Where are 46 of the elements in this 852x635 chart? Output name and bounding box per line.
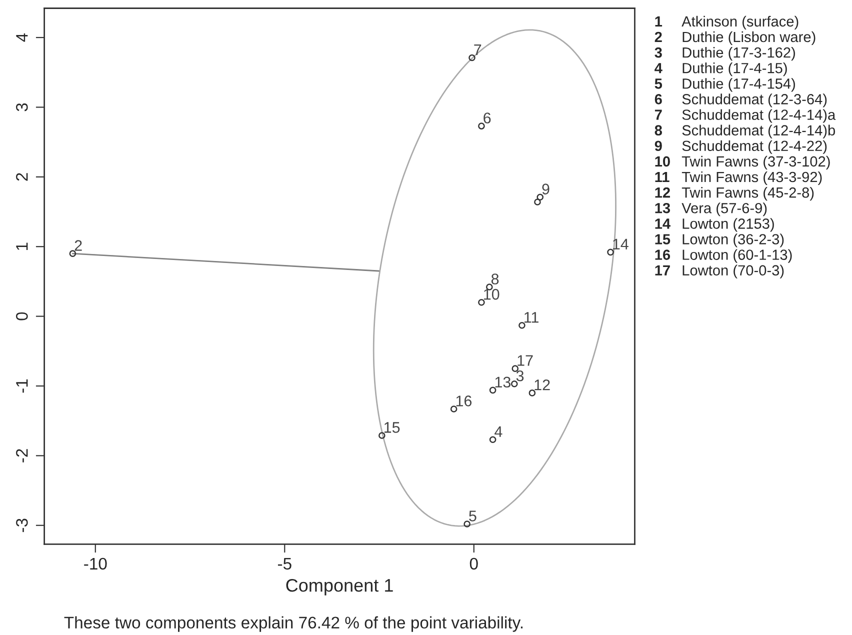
annotation: 14 xyxy=(613,238,628,250)
text: 6 Schuddemat (12-3-64) xyxy=(654,94,827,108)
text: 4 Duthie (17-4-15) xyxy=(654,62,787,76)
annotation: 12 xyxy=(534,380,550,390)
y-tick-label: -1 xyxy=(16,379,28,393)
x-tick-label: -10 xyxy=(84,558,107,570)
text: 1 Atkinson (surface) xyxy=(655,16,798,30)
text: 15 Lowton (36-2-3) xyxy=(655,234,784,248)
annotation: 8 xyxy=(491,274,499,284)
x-axis-title: Component 1 xyxy=(286,578,393,596)
annotation: 15 xyxy=(384,422,400,433)
text: 12 Twin Fawns (45-2-8) xyxy=(655,187,814,201)
annotation: 4 xyxy=(494,426,502,437)
annotation: 16 xyxy=(456,396,472,406)
text: 7 Schuddemat (12-4-14)a xyxy=(654,109,836,123)
annotation: 2 xyxy=(74,240,82,251)
annotation: 11 xyxy=(524,312,538,323)
annotation: 3 xyxy=(516,370,524,382)
text: 10 Twin Fawns (37-3-102) xyxy=(655,156,830,170)
y-tick-label: 0 xyxy=(16,312,28,320)
text: 17 Lowton (70-0-3) xyxy=(655,264,784,278)
y-tick-label: 4 xyxy=(16,33,28,42)
text: 16 Lowton (60-1-13) xyxy=(655,249,792,263)
annotation: 6 xyxy=(484,112,491,124)
annotation: 17 xyxy=(518,355,533,366)
text: 8 Schuddemat (12-4-14)b xyxy=(654,124,836,138)
text: 13 Vera (57-6-9) xyxy=(655,202,767,216)
y-tick-label: 2 xyxy=(16,173,28,181)
x-tick-label: -5 xyxy=(278,558,292,570)
text: 9 Schuddemat (12-4-22) xyxy=(654,140,827,154)
x-tick-label: 0 xyxy=(470,558,478,570)
text: 11 Twin Fawns (43-3-92) xyxy=(655,171,822,186)
y-tick-label: -2 xyxy=(16,449,28,462)
text: 14 Lowton (2153) xyxy=(655,218,774,232)
annotation: 10 xyxy=(484,288,500,300)
annotation: 9 xyxy=(542,184,550,194)
text: 5 Duthie (17-4-154) xyxy=(654,78,795,92)
annotation: 13 xyxy=(495,376,511,388)
text: 3 Duthie (17-3-162) xyxy=(654,46,795,61)
text: These two components explain 76.42 % of the point variability. xyxy=(64,616,523,632)
text: 2 Duthie (Lisbon ware) xyxy=(654,31,816,46)
y-tick-label: 1 xyxy=(16,242,28,250)
y-tick-label: 3 xyxy=(16,103,28,112)
annotation: 7 xyxy=(474,44,482,55)
annotation: 5 xyxy=(469,510,476,522)
y-tick-label: -3 xyxy=(16,518,28,532)
